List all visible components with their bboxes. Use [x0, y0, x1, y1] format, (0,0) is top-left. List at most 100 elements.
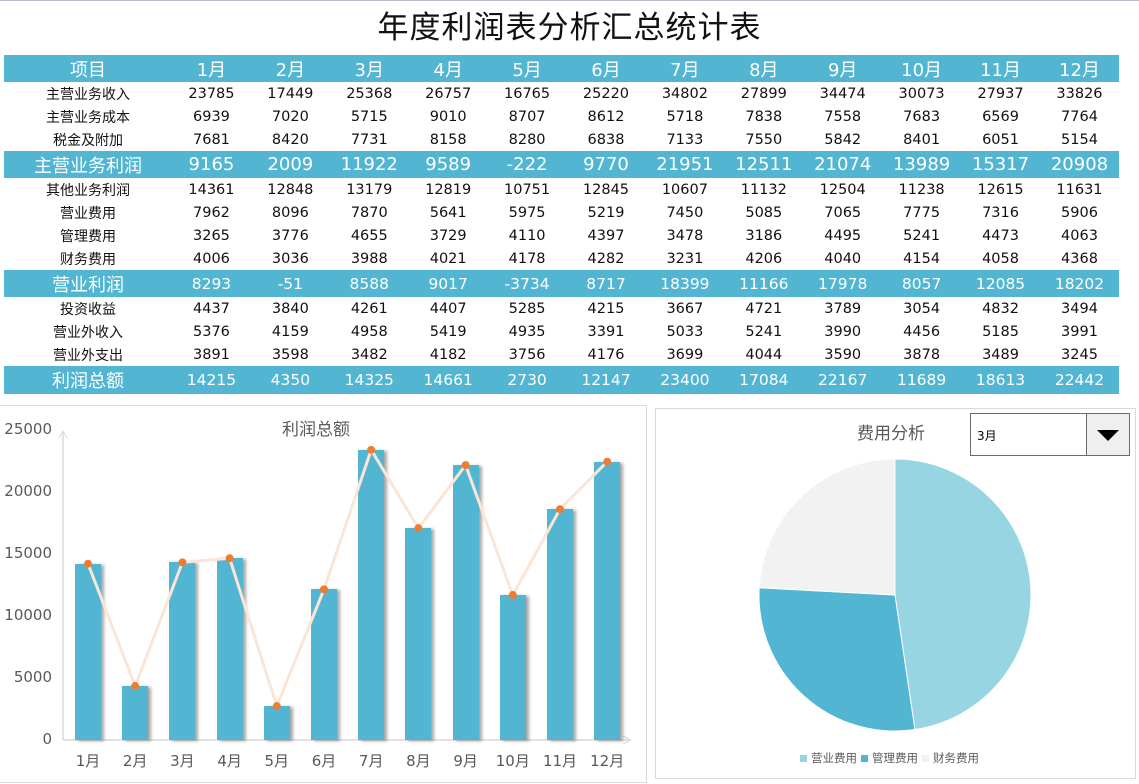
- table-cell[interactable]: 9010: [429, 108, 467, 125]
- table-cell[interactable]: 3231: [666, 250, 704, 267]
- table-cell[interactable]: 12845: [582, 181, 630, 198]
- table-cell[interactable]: 3991: [1061, 323, 1098, 340]
- table-cell[interactable]: 8293: [172, 270, 251, 297]
- table-cell[interactable]: 21074: [803, 151, 883, 178]
- table-cell[interactable]: 3990: [824, 323, 862, 340]
- table-cell[interactable]: 10607: [661, 181, 708, 198]
- table-cell[interactable]: 9770: [566, 151, 646, 178]
- table-cell[interactable]: 4261: [350, 300, 388, 317]
- table-cell[interactable]: 30073: [898, 85, 945, 102]
- table-cell[interactable]: 8280: [508, 131, 546, 148]
- table-cell[interactable]: 6939: [193, 108, 230, 125]
- table-cell[interactable]: 34802: [661, 85, 708, 102]
- table-cell[interactable]: 3878: [903, 346, 941, 363]
- table-cell[interactable]: 4215: [587, 300, 625, 317]
- table-cell[interactable]: 4368: [1061, 250, 1098, 267]
- table-cell[interactable]: 3756: [508, 346, 546, 363]
- table-cell[interactable]: 7838: [745, 108, 783, 125]
- table-cell[interactable]: 8158: [429, 131, 467, 148]
- table-cell[interactable]: 12147: [566, 366, 646, 394]
- table-cell[interactable]: 3494: [1061, 300, 1098, 317]
- table-cell[interactable]: 5718: [666, 108, 704, 125]
- table-cell[interactable]: 6051: [982, 131, 1019, 148]
- table-cell[interactable]: 4110: [508, 227, 546, 244]
- table-cell[interactable]: 4006: [193, 250, 230, 267]
- table-cell[interactable]: 3891: [193, 346, 230, 363]
- table-cell[interactable]: 4958: [350, 323, 388, 340]
- table-cell[interactable]: 15317: [961, 151, 1040, 178]
- table-cell[interactable]: 7065: [824, 204, 862, 221]
- table-cell[interactable]: 4058: [982, 250, 1019, 267]
- table-cell[interactable]: 5185: [982, 323, 1019, 340]
- table-cell[interactable]: 16765: [504, 85, 551, 102]
- table-cell[interactable]: 5906: [1061, 204, 1098, 221]
- table-cell[interactable]: 3699: [666, 346, 704, 363]
- table-cell[interactable]: 7133: [666, 131, 704, 148]
- table-cell[interactable]: 7450: [666, 204, 704, 221]
- table-cell[interactable]: 4721: [745, 300, 783, 317]
- table-cell[interactable]: 5419: [429, 323, 467, 340]
- table-cell[interactable]: 7775: [903, 204, 941, 221]
- table-cell[interactable]: 14661: [408, 366, 488, 394]
- table-cell[interactable]: 4021: [429, 250, 467, 267]
- table-cell[interactable]: 27899: [740, 85, 787, 102]
- table-cell[interactable]: 3789: [824, 300, 862, 317]
- table-cell[interactable]: 4437: [193, 300, 230, 317]
- table-cell[interactable]: -51: [250, 270, 330, 297]
- table-cell[interactable]: 4456: [903, 323, 941, 340]
- table-cell[interactable]: 26757: [425, 85, 472, 102]
- table-cell[interactable]: 4063: [1061, 227, 1098, 244]
- table-cell[interactable]: 3729: [429, 227, 467, 244]
- table-cell[interactable]: 6569: [982, 108, 1019, 125]
- table-cell[interactable]: 5376: [193, 323, 230, 340]
- table-cell[interactable]: 5241: [745, 323, 783, 340]
- table-cell[interactable]: 3478: [666, 227, 704, 244]
- table-cell[interactable]: 8057: [882, 270, 962, 297]
- table-cell[interactable]: 12504: [819, 181, 866, 198]
- table-cell[interactable]: 2730: [487, 366, 567, 394]
- month-select[interactable]: 3月: [970, 413, 1130, 456]
- table-cell[interactable]: 4282: [587, 250, 625, 267]
- table-cell[interactable]: 4655: [350, 227, 388, 244]
- table-cell[interactable]: 7731: [350, 131, 388, 148]
- table-cell[interactable]: 4044: [745, 346, 783, 363]
- table-cell[interactable]: 12085: [961, 270, 1040, 297]
- table-cell[interactable]: 3265: [193, 227, 230, 244]
- table-cell[interactable]: 18613: [961, 366, 1040, 394]
- table-cell[interactable]: 12848: [267, 181, 314, 198]
- table-cell[interactable]: 3186: [745, 227, 783, 244]
- table-cell[interactable]: 4495: [824, 227, 862, 244]
- pie-slice[interactable]: [758, 458, 896, 596]
- table-cell[interactable]: 7962: [193, 204, 230, 221]
- pie-slice[interactable]: [894, 458, 1032, 731]
- table-cell[interactable]: 7558: [824, 108, 862, 125]
- table-cell[interactable]: 11922: [329, 151, 409, 178]
- table-cell[interactable]: 18399: [645, 270, 725, 297]
- table-cell[interactable]: 5842: [824, 131, 862, 148]
- table-cell[interactable]: 4154: [903, 250, 941, 267]
- table-cell[interactable]: 8401: [903, 131, 941, 148]
- table-cell[interactable]: 6838: [587, 131, 625, 148]
- table-cell[interactable]: 8096: [271, 204, 309, 221]
- table-cell[interactable]: 14361: [188, 181, 235, 198]
- table-cell[interactable]: 4832: [982, 300, 1019, 317]
- table-cell[interactable]: 3036: [271, 250, 309, 267]
- table-cell[interactable]: 3482: [350, 346, 388, 363]
- table-cell[interactable]: 34474: [819, 85, 866, 102]
- table-cell[interactable]: 3245: [1061, 346, 1098, 363]
- table-cell[interactable]: 7870: [350, 204, 388, 221]
- table-cell[interactable]: 27937: [977, 85, 1024, 102]
- table-cell[interactable]: 17084: [724, 366, 804, 394]
- table-cell[interactable]: 8612: [587, 108, 625, 125]
- table-cell[interactable]: 9017: [408, 270, 488, 297]
- table-cell[interactable]: 11166: [724, 270, 804, 297]
- table-cell[interactable]: 5219: [587, 204, 625, 221]
- pie-slice[interactable]: [758, 587, 916, 732]
- table-cell[interactable]: 3590: [824, 346, 862, 363]
- table-cell[interactable]: 5975: [508, 204, 546, 221]
- table-cell[interactable]: 4350: [250, 366, 330, 394]
- table-cell[interactable]: 8707: [508, 108, 546, 125]
- table-cell[interactable]: 4040: [824, 250, 862, 267]
- table-cell[interactable]: 7316: [982, 204, 1019, 221]
- table-cell[interactable]: 7683: [903, 108, 941, 125]
